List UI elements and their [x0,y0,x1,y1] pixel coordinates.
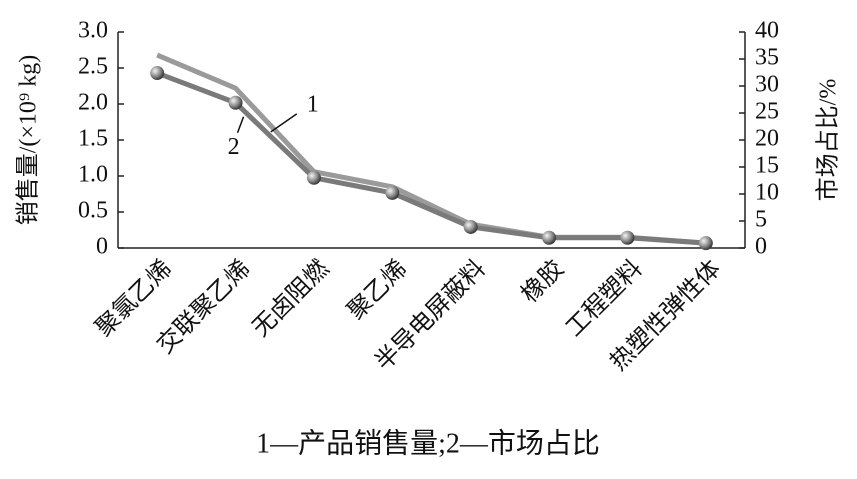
caption: 1—产品销售量;2—市场占比 [256,427,600,459]
marker [620,230,635,245]
y-tick-label: 2.5 [78,54,108,80]
y-tick-label: 1.0 [78,162,108,188]
y2-tick-label: 40 [755,18,779,44]
series-label: 2 [228,134,240,160]
leader-line [236,116,245,134]
y2-tick-label: 30 [755,72,779,98]
y-tick-label: 3.0 [78,18,108,44]
x-tick-label: 聚乙烯 [342,255,412,325]
y2-tick-label: 0 [755,234,767,260]
y-tick-label: 2.0 [78,90,108,116]
marker [542,230,557,245]
marker [698,236,713,251]
series-label: 1 [307,91,319,117]
y2-axis-label: 市场占比/% [815,79,842,202]
y2-tick-label: 15 [755,153,779,179]
x-tick-label: 无卤阻燃 [247,255,334,342]
marker [306,170,321,185]
series-line [156,70,706,246]
marker [385,185,400,200]
marker [463,219,478,234]
leader-line [270,113,298,133]
y-tick-label: 1.5 [78,126,108,152]
y-axis-label: 销售量/(×10⁹ kg) [15,55,42,226]
y2-tick-label: 25 [755,99,779,125]
y-tick-label: 0 [96,234,108,260]
x-tick-label: 橡胶 [516,255,569,308]
marker [228,95,243,110]
y2-tick-label: 20 [755,126,779,152]
marker [150,66,165,81]
y-tick-label: 0.5 [78,198,108,224]
y2-tick-label: 35 [755,45,779,71]
y2-tick-label: 10 [755,180,779,206]
y2-tick-label: 5 [755,207,767,233]
